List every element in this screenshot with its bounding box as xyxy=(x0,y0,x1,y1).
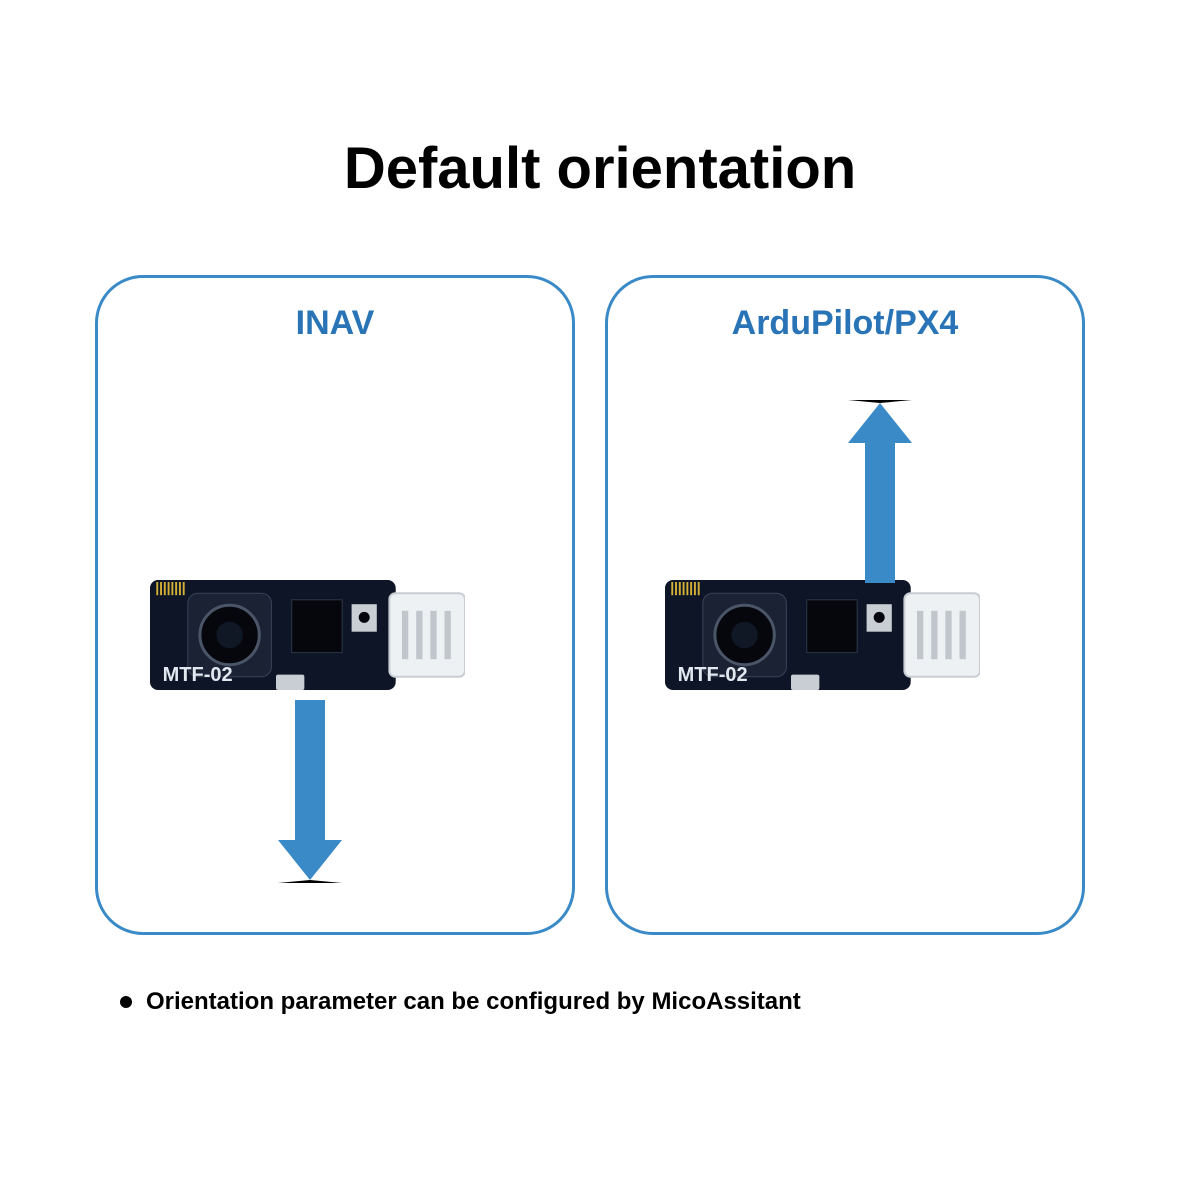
panel-label-ardupilot: ArduPilot/PX4 xyxy=(608,304,1082,343)
orientation-arrow-down-icon xyxy=(278,700,342,883)
orientation-arrow-up-icon xyxy=(848,400,912,583)
footnote: Orientation parameter can be configured … xyxy=(120,988,801,1016)
bullet-icon xyxy=(120,996,132,1008)
svg-text:MTF-02: MTF-02 xyxy=(678,664,748,686)
panel-label-inav: INAV xyxy=(98,304,572,343)
sensor-module-right: MTF-02 xyxy=(665,580,980,690)
page-title: Default orientation xyxy=(0,135,1200,202)
footnote-text: Orientation parameter can be configured … xyxy=(146,988,801,1016)
sensor-module-left: MTF-02 xyxy=(150,580,465,690)
diagram-canvas: Default orientation INAV ArduPilot/PX4 M… xyxy=(0,0,1200,1200)
svg-text:MTF-02: MTF-02 xyxy=(163,664,233,686)
